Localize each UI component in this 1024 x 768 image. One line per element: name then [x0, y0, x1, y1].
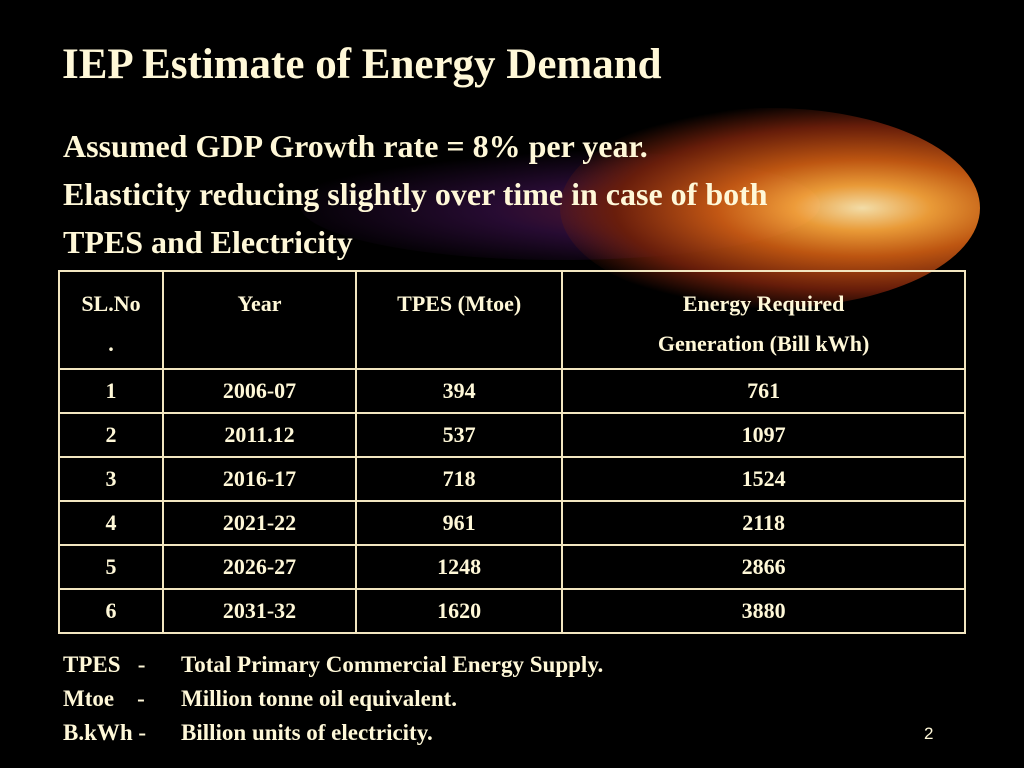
legend-definition: Total Primary Commercial Energy Supply. — [181, 652, 604, 677]
cell-sl-no: 3 — [58, 456, 164, 502]
table-header-row: SL.No . Year TPES (Mtoe) Energy Required… — [58, 270, 966, 370]
slide-subtitle: Assumed GDP Growth rate = 8% per year. E… — [63, 122, 963, 266]
cell-sl-no: 5 — [58, 544, 164, 590]
legend-definition: Billion units of electricity. — [181, 720, 433, 745]
subtitle-line: Assumed GDP Growth rate = 8% per year. — [63, 128, 648, 164]
legend-term: Mtoe - — [63, 686, 145, 711]
cell-energy: 1097 — [561, 412, 966, 458]
subtitle-line: TPES and Electricity — [63, 224, 353, 260]
cell-year: 2011.12 — [161, 412, 358, 458]
header-tpes: TPES (Mtoe) — [355, 270, 564, 370]
cell-tpes: 394 — [355, 368, 564, 414]
header-year: Year — [161, 270, 358, 370]
cell-sl-no: 1 — [58, 368, 164, 414]
table-row: 5 2026-27 1248 2866 — [58, 544, 966, 590]
cell-tpes: 961 — [355, 500, 564, 546]
legend-item: B.kWh - Billion units of electricity. — [63, 716, 603, 750]
legend-item: TPES - Total Primary Commercial Energy S… — [63, 648, 603, 682]
table-row: 6 2031-32 1620 3880 — [58, 588, 966, 634]
header-line: Energy Required — [682, 291, 845, 316]
cell-energy: 761 — [561, 368, 966, 414]
cell-year: 2031-32 — [161, 588, 358, 634]
legend-term: B.kWh - — [63, 720, 147, 745]
cell-year: 2016-17 — [161, 456, 358, 502]
cell-tpes: 1620 — [355, 588, 564, 634]
cell-tpes: 718 — [355, 456, 564, 502]
table-body: 1 2006-07 394 761 2 2011.12 537 1097 3 2… — [58, 368, 966, 634]
header-line: Year — [237, 291, 282, 316]
energy-demand-table: SL.No . Year TPES (Mtoe) Energy Required… — [58, 270, 966, 634]
cell-sl-no: 6 — [58, 588, 164, 634]
cell-tpes: 1248 — [355, 544, 564, 590]
cell-sl-no: 4 — [58, 500, 164, 546]
table-row: 3 2016-17 718 1524 — [58, 456, 966, 502]
cell-year: 2021-22 — [161, 500, 358, 546]
cell-energy: 2866 — [561, 544, 966, 590]
table-row: 1 2006-07 394 761 — [58, 368, 966, 414]
header-energy-required: Energy Required Generation (Bill kWh) — [561, 270, 966, 370]
page-number: 2 — [924, 724, 934, 743]
header-sl-no: SL.No . — [58, 270, 164, 370]
cell-sl-no: 2 — [58, 412, 164, 458]
cell-energy: 2118 — [561, 500, 966, 546]
header-line: . — [108, 331, 114, 356]
legend-definition: Million tonne oil equivalent. — [181, 686, 458, 711]
subtitle-line: Elasticity reducing slightly over time i… — [63, 176, 768, 212]
header-line: SL.No — [81, 291, 141, 316]
abbreviation-legend: TPES - Total Primary Commercial Energy S… — [63, 648, 603, 750]
cell-energy: 3880 — [561, 588, 966, 634]
slide-title: IEP Estimate of Energy Demand — [62, 41, 662, 88]
cell-year: 2006-07 — [161, 368, 358, 414]
cell-energy: 1524 — [561, 456, 966, 502]
cell-year: 2026-27 — [161, 544, 358, 590]
table-row: 4 2021-22 961 2118 — [58, 500, 966, 546]
table-row: 2 2011.12 537 1097 — [58, 412, 966, 458]
legend-item: Mtoe - Million tonne oil equivalent. — [63, 682, 603, 716]
header-line: Generation (Bill kWh) — [657, 331, 870, 356]
header-line: TPES (Mtoe) — [397, 291, 522, 316]
cell-tpes: 537 — [355, 412, 564, 458]
legend-term: TPES - — [63, 652, 146, 677]
